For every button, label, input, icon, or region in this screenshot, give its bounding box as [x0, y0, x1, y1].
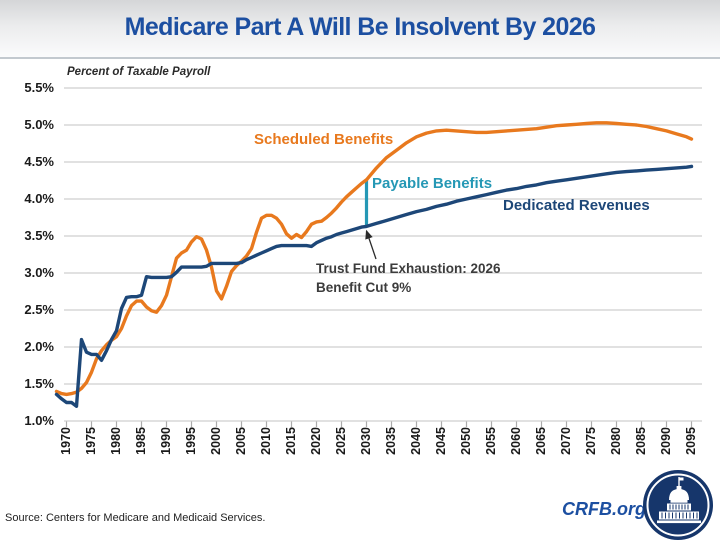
x-tick-label: 1970	[58, 427, 73, 455]
x-tick-label: 2065	[533, 427, 548, 455]
title-bar: Medicare Part A Will Be Insolvent By 202…	[0, 0, 720, 59]
dedicated-revenues-label: Dedicated Revenues	[503, 197, 650, 214]
source-note: Source: Centers for Medicare and Medicai…	[5, 512, 266, 524]
x-tick-label: 2025	[333, 427, 348, 455]
y-tick-label: 2.0%	[24, 339, 54, 354]
crfb-capitol-logo	[642, 469, 714, 540]
chart-title: Medicare Part A Will Be Insolvent By 202…	[124, 13, 596, 41]
y-tick-label: 2.5%	[24, 302, 54, 317]
x-tick-label: 2055	[483, 427, 498, 455]
y-tick-label: 1.5%	[24, 376, 54, 391]
x-tick-label: 2070	[558, 427, 573, 455]
y-tick-label: 3.5%	[24, 228, 54, 243]
x-tick-label: 2040	[408, 427, 423, 455]
x-tick-label: 1975	[83, 427, 98, 455]
x-tick-label: 2035	[383, 427, 398, 455]
x-tick-label: 2050	[458, 427, 473, 455]
trust-fund-annotation-line2: Benefit Cut 9%	[316, 280, 412, 295]
x-tick-label: 2020	[308, 427, 323, 455]
crfb-brand-text: CRFB.org	[562, 499, 646, 519]
x-tick-label: 2015	[283, 427, 298, 455]
x-tick-label: 2030	[358, 427, 373, 455]
y-tick-label: 1.0%	[24, 413, 54, 428]
y-tick-label: 3.0%	[24, 265, 54, 280]
x-tick-label: 2080	[608, 427, 623, 455]
y-tick-label: 4.0%	[24, 191, 54, 206]
scheduled-benefits-line	[54, 121, 694, 397]
x-tick-label: 2045	[433, 427, 448, 455]
x-tick-label: 2095	[683, 427, 698, 455]
y-tick-label: 4.5%	[24, 154, 54, 169]
x-tick-label: 2060	[508, 427, 523, 455]
dedicated-revenues-line	[54, 164, 694, 408]
capitol-icon	[643, 470, 713, 540]
y-tick-label: 5.0%	[24, 117, 54, 132]
x-tick-label: 2000	[208, 427, 223, 455]
axis-unit-note: Percent of Taxable Payroll	[67, 66, 211, 78]
annotation-arrow	[365, 229, 377, 260]
x-tick-label: 1990	[158, 427, 173, 455]
x-tick-label: 2075	[583, 427, 598, 455]
trust-fund-annotation-line1: Trust Fund Exhaustion: 2026	[316, 261, 501, 276]
x-tick-label: 1985	[133, 427, 148, 455]
x-tick-label: 1995	[183, 427, 198, 455]
x-tick-label: 2090	[658, 427, 673, 455]
x-tick-label: 2005	[233, 427, 248, 455]
payable-benefits-label: Payable Benefits	[372, 175, 493, 192]
x-tick-label: 2010	[258, 427, 273, 455]
y-tick-label: 5.5%	[24, 80, 54, 95]
trust-fund-annotation: Trust Fund Exhaustion: 2026 Benefit Cut …	[316, 259, 501, 297]
x-tick-label: 2085	[633, 427, 648, 455]
x-tick-label: 1980	[108, 427, 123, 455]
scheduled-benefits-label: Scheduled Benefits	[254, 131, 394, 148]
